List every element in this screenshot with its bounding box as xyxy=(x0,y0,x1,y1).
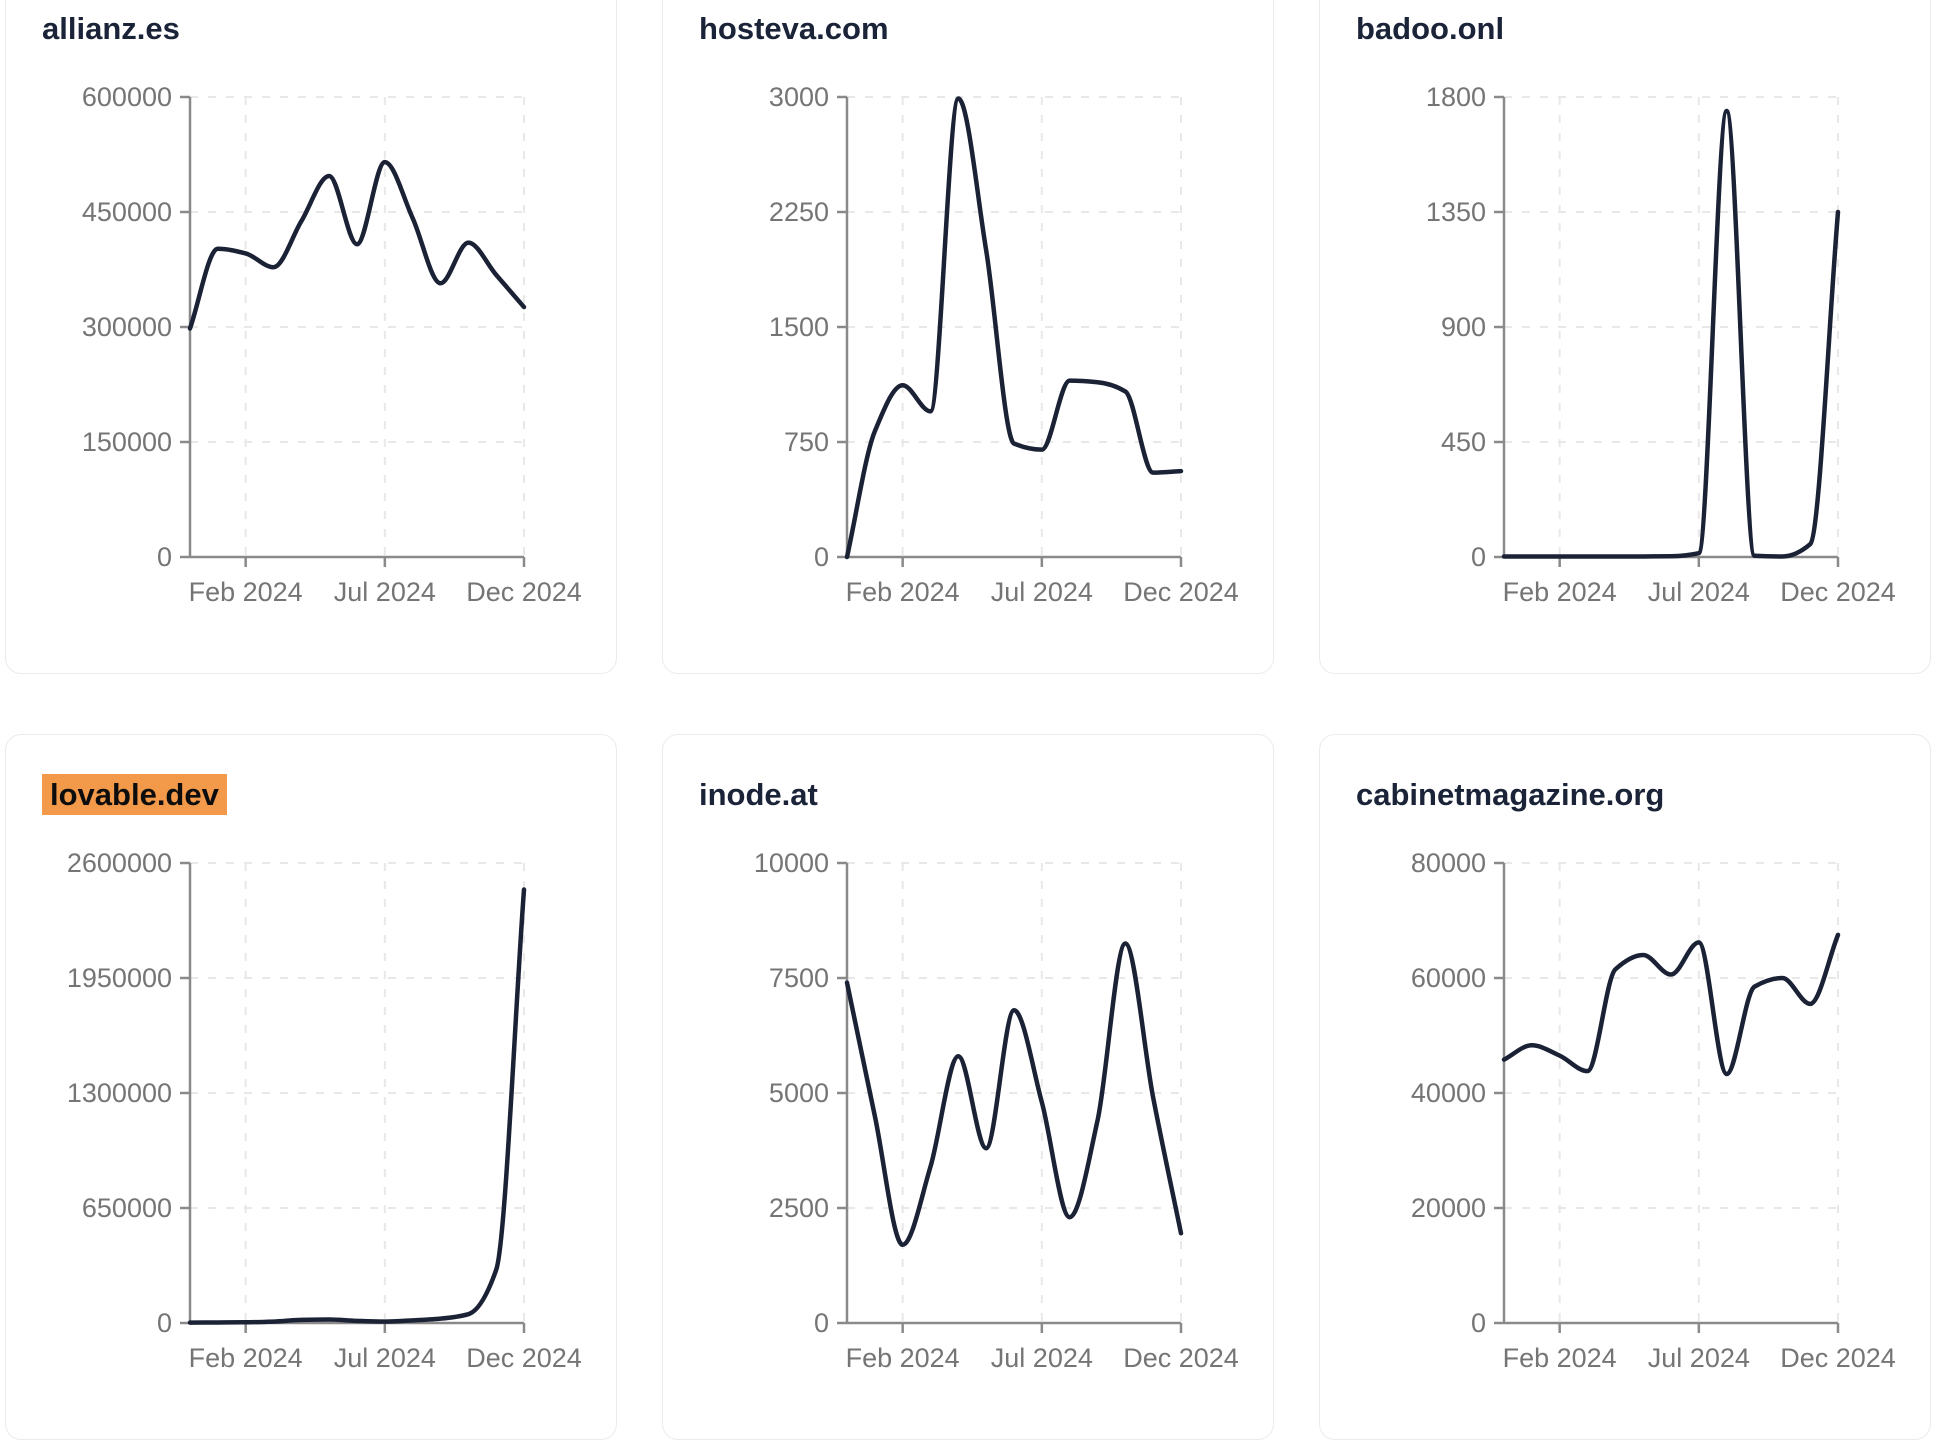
svg-text:2250: 2250 xyxy=(769,197,829,227)
svg-text:0: 0 xyxy=(814,1308,829,1338)
line-chart-inode: 0 2500 5000 7500 10000 Feb 2024 Jul 2024 Dec 20… xyxy=(754,848,1239,1373)
svg-text:Jul 2024: Jul 2024 xyxy=(334,1343,436,1373)
line-chart-hosteva: 0 750 1500 2250 3000 Feb 2024 Jul 2024 Dec 2024 xyxy=(769,82,1239,607)
svg-text:Dec 2024: Dec 2024 xyxy=(466,1343,582,1373)
svg-text:0: 0 xyxy=(157,542,172,572)
svg-text:1800: 1800 xyxy=(1426,82,1486,112)
svg-text:450: 450 xyxy=(1441,427,1486,457)
svg-text:0: 0 xyxy=(814,542,829,572)
svg-text:900: 900 xyxy=(1441,312,1486,342)
svg-text:750: 750 xyxy=(784,427,829,457)
chart-card-badoo: badoo.onl 0 450 900 1350 1800 Feb 2024 Jul 202… xyxy=(1319,0,1931,674)
svg-text:40000: 40000 xyxy=(1411,1078,1486,1108)
svg-text:Feb 2024: Feb 2024 xyxy=(189,577,303,607)
svg-text:60000: 60000 xyxy=(1411,963,1486,993)
chart-card-lovable: lovable.dev 0 650000 1300000 1950000 2600000… xyxy=(5,734,617,1440)
svg-text:Feb 2024: Feb 2024 xyxy=(1503,1343,1617,1373)
svg-text:Dec 2024: Dec 2024 xyxy=(1123,577,1239,607)
svg-text:Dec 2024: Dec 2024 xyxy=(1780,577,1896,607)
line-chart-lovable: 0 650000 1300000 1950000 2600000 Feb 2024 Jul … xyxy=(67,848,582,1373)
svg-text:Jul 2024: Jul 2024 xyxy=(1648,577,1750,607)
chart-card-allianz: allianz.es 0 150000 300000 450000 600000 Feb … xyxy=(5,0,617,674)
chart-card-cabinetmagazine: cabinetmagazine.org 0 20000 40000 60000 8000… xyxy=(1319,734,1931,1440)
svg-text:20000: 20000 xyxy=(1411,1193,1486,1223)
svg-text:5000: 5000 xyxy=(769,1078,829,1108)
svg-text:2600000: 2600000 xyxy=(67,848,172,878)
svg-text:10000: 10000 xyxy=(754,848,829,878)
svg-text:600000: 600000 xyxy=(82,82,172,112)
chart-title-text: inode.at xyxy=(699,777,818,812)
line-chart-badoo: 0 450 900 1350 1800 Feb 2024 Jul 2024 Dec 2024 xyxy=(1426,82,1896,607)
chart-title-text-highlighted: lovable.dev xyxy=(42,774,227,815)
chart-card-grid: allianz.es 0 150000 300000 450000 600000 Feb … xyxy=(5,0,1931,1440)
chart-title-text: badoo.onl xyxy=(1356,11,1505,46)
svg-text:650000: 650000 xyxy=(82,1193,172,1223)
chart-title-text: allianz.es xyxy=(42,11,180,46)
chart-title: hosteva.com xyxy=(699,9,889,49)
svg-text:Dec 2024: Dec 2024 xyxy=(1123,1343,1239,1373)
svg-text:300000: 300000 xyxy=(82,312,172,342)
chart-title-text: cabinetmagazine.org xyxy=(1356,777,1665,812)
chart-title: lovable.dev xyxy=(42,774,227,815)
svg-text:Jul 2024: Jul 2024 xyxy=(991,577,1093,607)
svg-text:Feb 2024: Feb 2024 xyxy=(846,1343,960,1373)
svg-text:0: 0 xyxy=(157,1308,172,1338)
chart-title: allianz.es xyxy=(42,9,180,49)
svg-text:3000: 3000 xyxy=(769,82,829,112)
svg-text:Feb 2024: Feb 2024 xyxy=(189,1343,303,1373)
svg-text:Jul 2024: Jul 2024 xyxy=(334,577,436,607)
chart-title: inode.at xyxy=(699,775,818,815)
chart-title: cabinetmagazine.org xyxy=(1356,775,1664,815)
chart-title: badoo.onl xyxy=(1356,9,1504,49)
svg-text:80000: 80000 xyxy=(1411,848,1486,878)
svg-text:450000: 450000 xyxy=(82,197,172,227)
svg-text:2500: 2500 xyxy=(769,1193,829,1223)
chart-card-inode: inode.at 0 2500 5000 7500 10000 Feb 2024 Jul 2… xyxy=(662,734,1274,1440)
svg-text:Jul 2024: Jul 2024 xyxy=(1648,1343,1750,1373)
svg-text:1950000: 1950000 xyxy=(67,963,172,993)
svg-text:150000: 150000 xyxy=(82,427,172,457)
svg-text:Feb 2024: Feb 2024 xyxy=(846,577,960,607)
chart-card-hosteva: hosteva.com 0 750 1500 2250 3000 Feb 2024 Jul … xyxy=(662,0,1274,674)
svg-text:Feb 2024: Feb 2024 xyxy=(1503,577,1617,607)
svg-text:7500: 7500 xyxy=(769,963,829,993)
svg-text:0: 0 xyxy=(1471,1308,1486,1338)
svg-text:Jul 2024: Jul 2024 xyxy=(991,1343,1093,1373)
svg-text:Dec 2024: Dec 2024 xyxy=(466,577,582,607)
svg-text:1500: 1500 xyxy=(769,312,829,342)
svg-text:1350: 1350 xyxy=(1426,197,1486,227)
svg-text:0: 0 xyxy=(1471,542,1486,572)
chart-title-text: hosteva.com xyxy=(699,11,889,46)
svg-text:1300000: 1300000 xyxy=(67,1078,172,1108)
line-chart-allianz: 0 150000 300000 450000 600000 Feb 2024 Jul 202… xyxy=(82,82,582,607)
svg-text:Dec 2024: Dec 2024 xyxy=(1780,1343,1896,1373)
line-chart-cabinetmagazine: 0 20000 40000 60000 80000 Feb 2024 Jul 2024 Dec… xyxy=(1411,848,1896,1373)
